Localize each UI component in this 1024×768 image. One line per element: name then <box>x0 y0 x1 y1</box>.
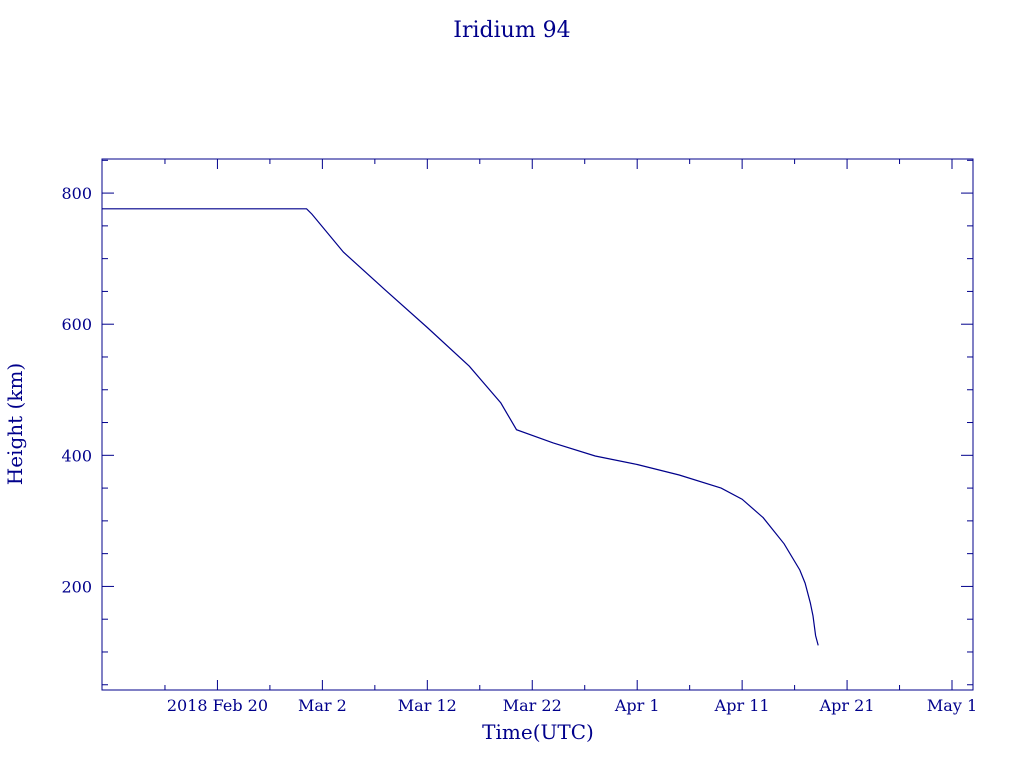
plot-frame <box>101 158 974 691</box>
y-tick-label: 600 <box>61 315 92 334</box>
x-axis-label: Time(UTC) <box>482 720 594 744</box>
y-axis-label: Height (km) <box>3 363 27 485</box>
x-tick-label: 2018 Feb 20 <box>167 696 268 715</box>
x-tick-label: Mar 12 <box>398 696 457 715</box>
x-axis-tick-labels: 2018 Feb 20 Mar 2 Mar 12 Mar 22 Apr 1 Apr 11 A… <box>167 696 977 715</box>
y-tick-label: 800 <box>61 184 92 203</box>
y-tick-label: 400 <box>61 446 92 465</box>
height-series-line <box>102 208 819 646</box>
x-tick-label: Mar 2 <box>298 696 347 715</box>
y-axis-tick-labels: 200 400 600 800 <box>61 184 92 596</box>
chart-title: Iridium 94 <box>453 18 570 43</box>
x-tick-label: Apr 1 <box>614 696 660 715</box>
x-tick-label: Mar 22 <box>503 696 562 715</box>
y-tick-label: 200 <box>61 577 92 596</box>
x-tick-label: Apr 11 <box>714 696 770 715</box>
x-tick-label: May 1 <box>927 696 977 715</box>
x-axis-ticks <box>164 159 953 690</box>
x-tick-label: Apr 21 <box>819 696 875 715</box>
y-axis-ticks <box>102 159 973 686</box>
